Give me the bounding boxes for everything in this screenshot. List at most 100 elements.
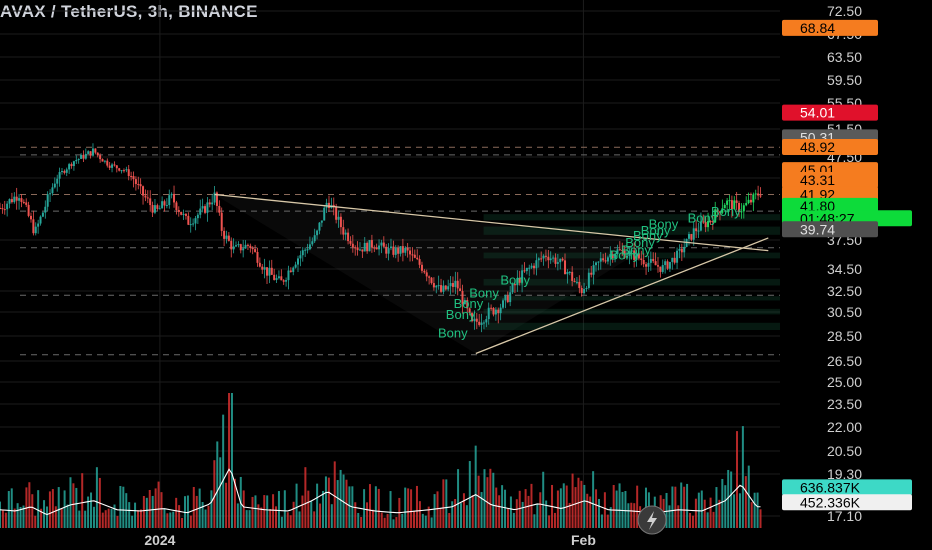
candle-body	[251, 248, 254, 250]
candle-body	[690, 234, 693, 240]
candle-body	[101, 159, 104, 162]
candle-body	[254, 249, 257, 252]
candle-body	[494, 309, 497, 315]
volume-bar	[257, 504, 260, 528]
candle-body	[490, 307, 493, 309]
candle-body	[46, 194, 49, 207]
volume-bar	[142, 496, 145, 528]
candle-body	[718, 211, 721, 213]
candle-body	[645, 264, 648, 267]
volume-bar	[468, 461, 471, 528]
candle-body	[144, 195, 147, 198]
candle-body	[103, 160, 106, 162]
volume-bar	[81, 473, 84, 528]
volume-bar	[459, 503, 462, 528]
volume-bar	[13, 508, 16, 528]
descending-trendline	[214, 193, 769, 252]
candle-body	[687, 234, 690, 239]
volume-bar	[483, 469, 486, 528]
candle-body	[337, 216, 340, 220]
volume-bar	[756, 492, 759, 528]
candle-body	[137, 184, 140, 186]
candle-body	[380, 242, 383, 246]
candle-body	[616, 249, 619, 254]
candle-body	[111, 164, 114, 168]
candle-body	[654, 261, 657, 266]
candle-body	[623, 250, 626, 258]
candle-body	[454, 280, 457, 287]
volume-bar	[57, 487, 60, 528]
signal-label: Bony	[641, 223, 671, 238]
volume-bar	[609, 507, 612, 528]
candle-body	[261, 266, 264, 270]
volume-bar	[736, 431, 739, 528]
candle-body	[297, 258, 300, 265]
volume-bar	[339, 469, 342, 528]
volume-bar	[721, 478, 724, 528]
volume-bar	[680, 482, 683, 528]
candle-body	[289, 270, 292, 272]
zone-box	[483, 308, 780, 315]
volume-bar	[366, 502, 369, 528]
candle-body	[733, 200, 736, 210]
candle-body	[268, 267, 271, 276]
price-badge-bg	[782, 19, 878, 36]
volume-bar	[504, 489, 507, 528]
signal-label: Bony	[469, 285, 499, 300]
price-badge-label: 636.837K	[800, 479, 861, 495]
volume-bar	[627, 503, 630, 528]
volume-bar	[683, 486, 686, 528]
candle-body	[320, 220, 323, 223]
volume-bar	[413, 511, 416, 528]
candle-body	[323, 207, 326, 221]
volume-bar	[506, 508, 509, 528]
candle-body	[554, 257, 557, 264]
volume-bar	[691, 515, 694, 528]
candle-body	[678, 248, 681, 251]
candle-body	[142, 186, 145, 196]
volume-bar	[104, 510, 107, 528]
candle-body	[292, 267, 295, 272]
candle-body	[249, 245, 252, 249]
candle-body	[547, 256, 550, 261]
candle-body	[237, 244, 240, 246]
candle-body	[540, 258, 543, 260]
candle-body	[387, 248, 390, 254]
volume-bar	[636, 485, 639, 528]
candle-body	[726, 200, 729, 205]
candle-body	[747, 199, 750, 204]
volume-bar	[333, 461, 336, 528]
candle-body	[640, 258, 643, 261]
candle-body	[256, 251, 259, 263]
candle-body	[199, 208, 202, 215]
price-badge: 68.84	[782, 20, 878, 36]
volume-bar	[354, 502, 357, 528]
volume-bar	[371, 509, 374, 528]
candle-body	[401, 246, 404, 253]
candle-body	[34, 226, 37, 234]
candle-body	[590, 272, 593, 275]
candle-body	[411, 254, 414, 256]
candle-body	[180, 211, 183, 215]
candle-body	[478, 321, 481, 325]
volume-bar	[169, 512, 172, 528]
candle-body	[65, 169, 68, 173]
candle-body	[583, 289, 586, 294]
candle-body	[406, 247, 409, 251]
candle-body	[585, 287, 588, 290]
candle-body	[49, 193, 52, 195]
price-axis: 72.5067.5063.5059.5055.5051.5047.5043.50…	[827, 3, 862, 524]
volume-bar	[677, 505, 680, 528]
volume-bar	[45, 506, 48, 528]
volume-bar	[533, 514, 536, 528]
volume-bar	[556, 490, 559, 528]
lightning-icon[interactable]	[637, 505, 667, 535]
volume-bar	[63, 490, 66, 528]
candle-body	[373, 247, 376, 249]
volume-bar	[119, 486, 122, 528]
candle-body	[759, 195, 762, 197]
candle-body	[692, 228, 695, 240]
candle-body	[420, 264, 423, 271]
candle-body	[72, 161, 75, 167]
